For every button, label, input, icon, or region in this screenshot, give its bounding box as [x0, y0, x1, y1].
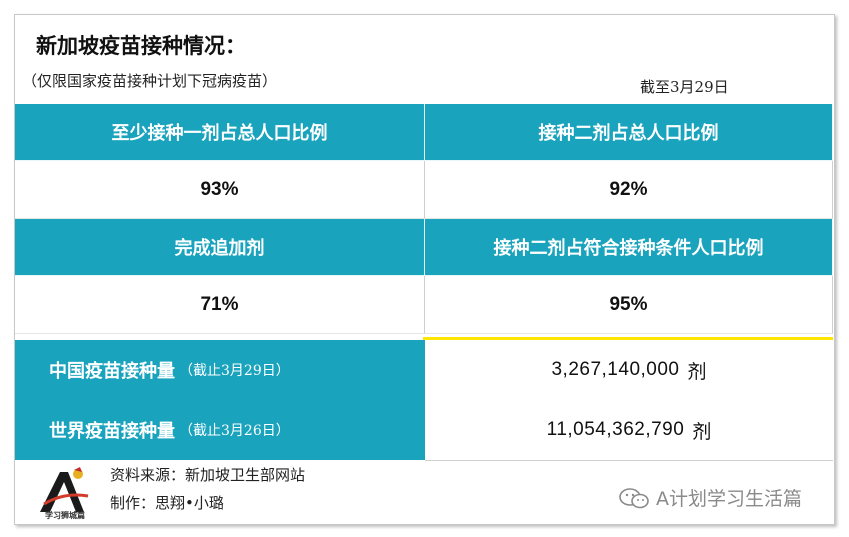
stat-value-booster: 71% [15, 276, 425, 334]
logo-caption: 学习狮城篇 [45, 511, 85, 520]
china-volume-unit: 剂 [687, 360, 707, 383]
source-note: 资料来源：新加坡卫生部网站 [110, 466, 306, 484]
page-subtitle: （仅限国家疫苗接种计划下冠病疫苗） [22, 72, 278, 90]
china-volume-note: （截止3月29日） [179, 363, 290, 379]
china-volume-value: 3,267,140,000 剂 [425, 340, 833, 401]
stat-label-two-dose-eligible: 接种二剂占符合接种条件人口比例 [425, 219, 833, 276]
logo-icon [40, 467, 89, 512]
china-volume-label: 中国疫苗接种量 （截止3月29日） [15, 340, 425, 400]
stats-grid: 至少接种一剂占总人口比例 接种二剂占总人口比例 93% 92% 完成追加剂 接种… [15, 104, 833, 334]
wechat-icon [619, 487, 649, 508]
world-volume-title: 世界疫苗接种量 [49, 421, 175, 442]
china-volume-number: 3,267,140,000 [551, 359, 680, 380]
world-volume-unit: 剂 [692, 420, 712, 443]
page-title: 新加坡疫苗接种情况： [36, 34, 246, 58]
watermark-text: A计划学习生活篇 [656, 488, 802, 510]
stat-value-one-dose: 93% [15, 161, 425, 219]
stat-label-one-dose: 至少接种一剂占总人口比例 [15, 104, 425, 161]
world-volume-value: 11,054,362,790 剂 [425, 400, 833, 461]
world-volume-label: 世界疫苗接种量 （截止3月26日） [15, 400, 425, 460]
stat-value-two-dose-eligible: 95% [425, 276, 833, 334]
watermark: A计划学习生活篇 [618, 484, 802, 511]
accent-divider [423, 337, 833, 340]
stat-label-booster: 完成追加剂 [15, 219, 425, 276]
world-volume-note: （截止3月26日） [179, 423, 290, 439]
as-of-date: 截至3月29日 [640, 78, 729, 96]
stat-label-two-dose: 接种二剂占总人口比例 [425, 104, 833, 161]
author-note: 制作：思翔•小璐 [110, 494, 224, 512]
stat-value-two-dose: 92% [425, 161, 833, 219]
world-volume-number: 11,054,362,790 [546, 419, 685, 440]
china-volume-title: 中国疫苗接种量 [49, 361, 175, 382]
